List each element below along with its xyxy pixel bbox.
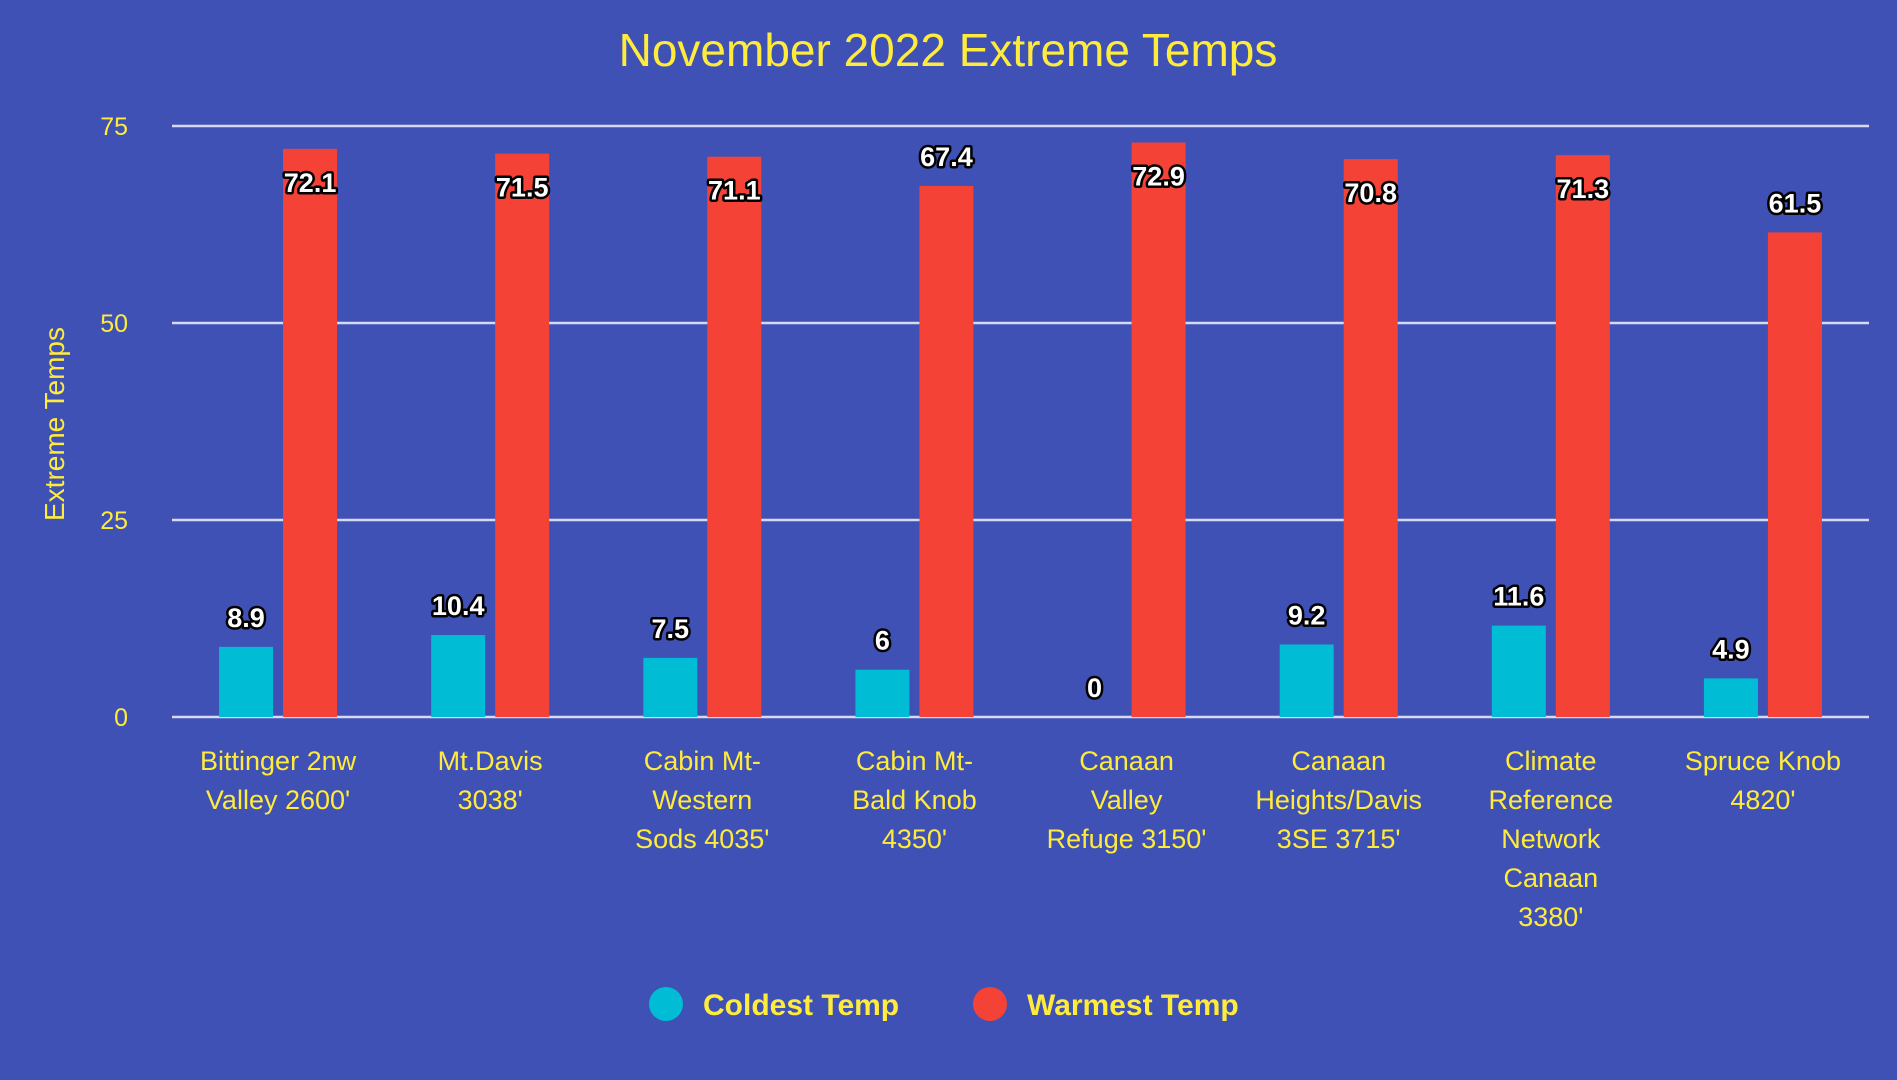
x-tick-label: Valley (1091, 785, 1163, 815)
warmest-bar (919, 185, 974, 717)
warmest-bar (1555, 155, 1610, 717)
coldest-bar (219, 646, 274, 717)
x-tick-label: 4350' (882, 824, 947, 854)
data-label: 4.9 (1712, 634, 1750, 664)
x-tick-label: Cabin Mt- (644, 746, 761, 776)
legend-label: Warmest Temp (1027, 989, 1239, 1022)
x-tick-label: 3SE 3715' (1277, 824, 1401, 854)
coldest-bar (1279, 644, 1334, 717)
coldest-bar (1491, 625, 1546, 717)
warmest-bar (1767, 232, 1822, 717)
data-label: 71.3 (1557, 174, 1610, 204)
coldest-bar (431, 635, 486, 717)
data-label: 71.1 (708, 176, 761, 206)
y-tick-label: 0 (114, 704, 128, 732)
y-tick-label: 25 (100, 507, 128, 535)
x-tick-label: Bald Knob (852, 785, 977, 815)
y-tick-label: 50 (100, 310, 128, 338)
data-label: 72.1 (284, 168, 337, 198)
x-tick-label: Bittinger 2nw (200, 746, 357, 776)
x-tick-label: Refuge 3150' (1047, 824, 1207, 854)
coldest-bar (1703, 678, 1758, 717)
data-label: 6 (875, 626, 890, 656)
x-tick-label: Reference (1489, 785, 1614, 815)
legend-marker-icon (973, 987, 1007, 1021)
warmest-bar (283, 148, 338, 718)
warmest-bar (1131, 142, 1186, 718)
data-label: 10.4 (432, 591, 485, 621)
warmest-bar (495, 153, 550, 717)
x-tick-label: 3038' (458, 785, 523, 815)
x-tick-label: Heights/Davis (1255, 785, 1422, 815)
data-label: 67.4 (920, 142, 973, 172)
data-label: 70.8 (1344, 178, 1397, 208)
data-label: 71.5 (496, 173, 549, 203)
x-tick-label: Canaan (1291, 746, 1386, 776)
x-tick-label: Canaan (1079, 746, 1174, 776)
data-label: 7.5 (652, 614, 690, 644)
warmest-bar (707, 156, 762, 717)
legend-label: Coldest Temp (703, 989, 899, 1022)
warmest-bar (1343, 159, 1398, 717)
x-tick-label: Valley 2600' (206, 785, 350, 815)
coldest-bar (643, 657, 698, 717)
x-tick-label: Canaan (1504, 863, 1599, 893)
x-tick-label: Climate (1505, 746, 1597, 776)
y-axis-label: Extreme Temps (39, 327, 70, 521)
chart-title: November 2022 Extreme Temps (619, 24, 1278, 76)
data-label: 9.2 (1288, 601, 1326, 631)
x-tick-label: 3380' (1518, 902, 1583, 932)
x-tick-label: Cabin Mt- (856, 746, 973, 776)
coldest-bar (855, 669, 910, 717)
x-tick-label: Network (1501, 824, 1601, 854)
data-label: 11.6 (1493, 582, 1544, 612)
data-label: 8.9 (227, 603, 265, 633)
x-tick-label: Mt.Davis (438, 746, 543, 776)
y-tick-label: 75 (100, 113, 128, 141)
data-label: 61.5 (1769, 188, 1822, 218)
data-label: 0 (1087, 673, 1102, 703)
x-tick-label: Sods 4035' (635, 824, 769, 854)
legend-marker-icon (649, 987, 683, 1021)
x-tick-label: Western (652, 785, 752, 815)
data-label: 72.9 (1132, 162, 1185, 192)
x-tick-label: 4820' (1730, 785, 1795, 815)
x-tick-label: Spruce Knob (1685, 746, 1841, 776)
